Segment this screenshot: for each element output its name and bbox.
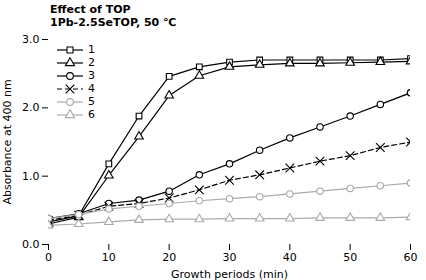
svg-text:2.0: 2.0 [22, 101, 40, 114]
svg-text:40: 40 [283, 251, 297, 264]
svg-text:Growth periods (min): Growth periods (min) [171, 268, 288, 280]
svg-text:3.0: 3.0 [22, 33, 40, 46]
html-text:3: 3 [88, 69, 95, 82]
svg-text:30: 30 [223, 251, 237, 264]
html-text:5: 5 [88, 95, 95, 108]
svg-text:1.0: 1.0 [22, 170, 40, 183]
html-text:Effect of TOP: Effect of TOP [50, 3, 131, 16]
svg-text:10: 10 [102, 251, 116, 264]
html-text:1: 1 [88, 43, 95, 56]
html-text:1Pb-2.5SeTOP, 50 ℃: 1Pb-2.5SeTOP, 50 ℃ [50, 16, 177, 29]
svg-text:50: 50 [343, 251, 357, 264]
svg-text:20: 20 [162, 251, 176, 264]
html-text:2: 2 [88, 56, 95, 69]
html-text:4: 4 [88, 82, 95, 95]
svg-text:0: 0 [45, 251, 52, 264]
html-text:6: 6 [88, 108, 95, 121]
svg-text:60: 60 [404, 251, 418, 264]
svg-text:Absorbance at 400 nm: Absorbance at 400 nm [1, 79, 14, 204]
svg-text:0.0: 0.0 [22, 238, 40, 251]
